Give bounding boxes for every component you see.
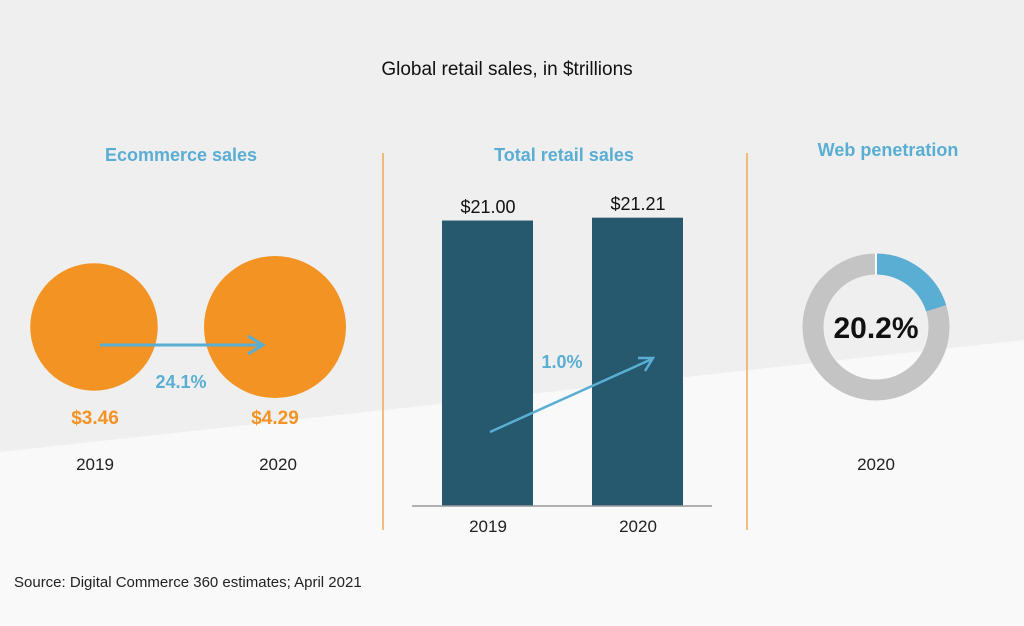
web-penetration-year: 2020 bbox=[857, 455, 895, 474]
total-retail-growth-arrow bbox=[489, 357, 653, 434]
ecommerce-value-2020: $4.29 bbox=[251, 408, 299, 429]
x-tick-2020: 2020 bbox=[619, 517, 657, 536]
bar-label-2020: $21.21 bbox=[610, 194, 665, 214]
donut-center-label: 20.2% bbox=[833, 312, 918, 345]
total-retail-growth-label: 1.0% bbox=[541, 352, 582, 372]
web-penetration-title: Web penetration bbox=[818, 140, 959, 160]
bar-label-2019: $21.00 bbox=[460, 197, 515, 217]
total-retail-arrowhead-icon bbox=[638, 356, 656, 372]
ecommerce-year-2019: 2019 bbox=[76, 455, 114, 474]
ecommerce-bubbles bbox=[30, 256, 346, 398]
bar-2019 bbox=[442, 220, 533, 507]
donut-segment-web bbox=[875, 253, 947, 312]
bubble-2020 bbox=[204, 256, 346, 398]
ecommerce-arrowhead-icon bbox=[247, 334, 266, 356]
bubble-2019 bbox=[30, 263, 158, 391]
ecommerce-year-2020: 2020 bbox=[259, 455, 297, 474]
total-retail-title: Total retail sales bbox=[494, 145, 634, 165]
ecommerce-value-2019: $3.46 bbox=[71, 408, 119, 429]
main-title: Global retail sales, in $trillions bbox=[381, 59, 632, 80]
bar-2020 bbox=[592, 217, 683, 506]
ecommerce-title: Ecommerce sales bbox=[105, 145, 257, 165]
x-tick-2019: 2019 bbox=[469, 517, 507, 536]
source-note: Source: Digital Commerce 360 estimates; … bbox=[14, 574, 362, 591]
web-penetration-donut bbox=[802, 253, 950, 401]
total-retail-bars bbox=[442, 217, 683, 507]
ecommerce-growth-label: 24.1% bbox=[155, 372, 206, 392]
